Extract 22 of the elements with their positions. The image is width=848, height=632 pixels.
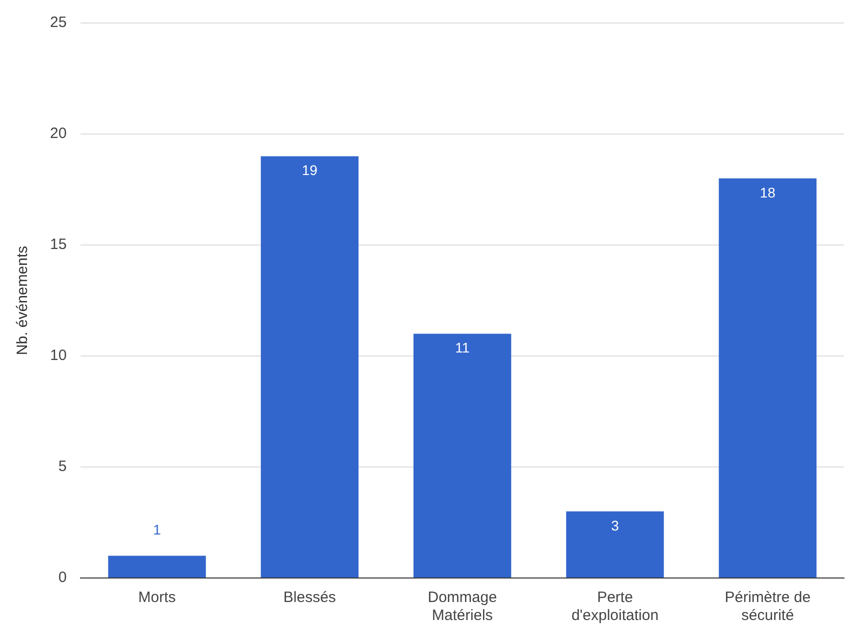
data-label: 18	[760, 184, 776, 200]
x-tick-label: Périmètre de sécurité	[724, 589, 811, 624]
y-axis-title: Nb. événements	[14, 246, 32, 356]
y-tick-label: 25	[50, 14, 67, 32]
x-tick-label: Perte d'exploitation	[571, 589, 659, 624]
data-label: 11	[455, 340, 470, 356]
data-label: 1	[153, 522, 162, 538]
bar	[718, 178, 817, 578]
bar	[566, 511, 664, 578]
y-tick-label: 15	[50, 236, 67, 254]
data-label: 3	[611, 517, 620, 534]
y-tick-label: 20	[50, 125, 67, 142]
y-tick-label: 0	[58, 569, 67, 586]
y-tick-label: 5	[58, 458, 67, 476]
x-tick-label: Blessés	[283, 589, 336, 606]
x-tick-label: Dommage Matériels	[428, 589, 497, 624]
x-tick-label: Morts	[138, 589, 176, 606]
data-label: 19	[302, 162, 318, 178]
bar	[413, 334, 512, 578]
bar	[108, 556, 206, 578]
bar	[260, 156, 359, 578]
y-tick-label: 10	[50, 347, 67, 364]
